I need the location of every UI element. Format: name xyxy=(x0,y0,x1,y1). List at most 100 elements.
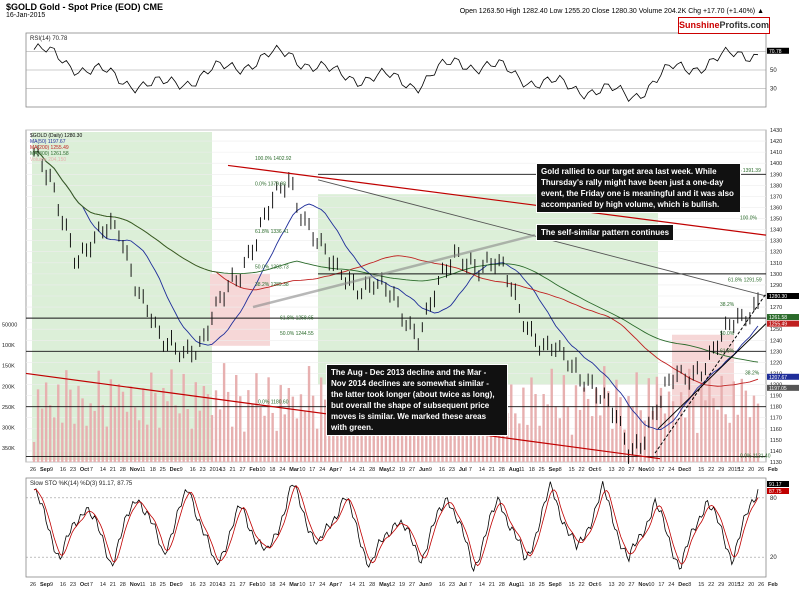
volume-bar-50 xyxy=(235,374,238,462)
annotation-target-area: Gold rallied to our target area last wee… xyxy=(536,163,741,213)
sto-x-label-34: 28 xyxy=(369,582,375,588)
sto-x-label-8: 21 xyxy=(110,582,116,588)
price-y-tick-28: 1410 xyxy=(770,150,782,156)
volume-bar-143 xyxy=(611,428,614,462)
volume-bar-67 xyxy=(303,411,307,462)
sto-x-label-53: 8 xyxy=(559,582,562,588)
volume-bar-13 xyxy=(85,425,88,462)
volume-bar-28 xyxy=(146,424,149,462)
sto-x-label-37: 19 xyxy=(399,582,405,588)
volume-bar-122 xyxy=(526,424,529,462)
price-x-label-74: Feb xyxy=(768,467,778,473)
volume-bar-42 xyxy=(202,385,206,462)
sunshine-profits-logo: SunshineProfits.com xyxy=(678,17,770,34)
volume-tick-2: 250K xyxy=(2,405,15,411)
sto-x-label-15: 9 xyxy=(180,582,183,588)
sto-x-label-11: 11 xyxy=(140,582,146,588)
volume-bar-12 xyxy=(81,398,84,462)
volume-bar-21 xyxy=(117,383,121,462)
volume-bar-86 xyxy=(380,421,384,462)
price-x-label-49: 11 xyxy=(519,467,525,473)
volume-bar-24 xyxy=(129,386,133,462)
volume-bar-121 xyxy=(522,387,525,462)
fib-label-7: 0.0% 1180.60 xyxy=(258,399,289,405)
fib-label-12: 38.2% xyxy=(720,302,735,308)
price-x-label-13: 25 xyxy=(160,467,166,473)
sto-x-label-65: Dec xyxy=(678,582,688,588)
volume-bar-11 xyxy=(77,385,80,462)
price-y-tick-29: 1420 xyxy=(770,139,782,145)
sto-x-label-48: Aug xyxy=(509,582,520,588)
price-y-tick-23: 1360 xyxy=(770,205,782,211)
volume-bar-118 xyxy=(510,384,513,462)
sto-x-label-12: 18 xyxy=(150,582,156,588)
price-x-label-48: Aug xyxy=(509,467,520,473)
volume-bar-99 xyxy=(433,420,436,462)
price-x-label-2: 9 xyxy=(50,467,53,473)
volume-bar-25 xyxy=(133,407,137,462)
sto-x-label-23: 10 xyxy=(259,582,265,588)
price-x-label-15: 9 xyxy=(180,467,183,473)
volume-bar-35 xyxy=(174,405,177,462)
volume-bar-142 xyxy=(607,391,610,462)
volume-bar-29 xyxy=(150,372,153,462)
volume-bar-39 xyxy=(190,428,193,462)
logo-part-2: Profits.com xyxy=(719,20,770,30)
volume-bar-149 xyxy=(635,372,638,462)
sto-x-label-70: 2015 xyxy=(728,582,740,588)
sto-x-label-21: 27 xyxy=(239,582,245,588)
volume-bar-47 xyxy=(222,363,226,462)
price-x-label-72: 20 xyxy=(748,467,754,473)
volume-bar-23 xyxy=(125,411,129,462)
sto-x-label-32: 14 xyxy=(349,582,355,588)
price-y-tick-2: 1150 xyxy=(770,438,782,444)
sto-legend: Slow STO %K(14) %D(3) 91.17, 87.75 xyxy=(30,481,133,487)
sto-x-label-31: 7 xyxy=(339,582,342,588)
rsi-legend: RSI(14) 70.78 xyxy=(30,36,68,42)
volume-bar-96 xyxy=(421,410,424,462)
red-trendline-top xyxy=(227,164,767,236)
price-x-label-11: 11 xyxy=(140,467,146,473)
price-y-tick-24: 1370 xyxy=(770,194,782,200)
price-bars xyxy=(33,145,759,464)
price-y-tick-14: 1270 xyxy=(770,305,782,311)
annotation-declines: The Aug - Dec 2013 decline and the Mar -… xyxy=(326,364,508,436)
price-y-tick-6: 1190 xyxy=(770,394,782,400)
volume-bar-88 xyxy=(388,413,392,462)
volume-bar-148 xyxy=(631,407,634,462)
volume-bar-66 xyxy=(299,394,303,462)
sto-x-label-10: Nov xyxy=(130,582,141,588)
volume-bar-123 xyxy=(530,377,533,462)
sto-x-label-30: Apr xyxy=(329,582,339,588)
price-x-label-62: 10 xyxy=(648,467,654,473)
sto-k-line xyxy=(33,481,759,573)
volume-bar-138 xyxy=(590,416,594,462)
sto-x-label-56: Oct xyxy=(589,582,598,588)
volume-tick-4: 150K xyxy=(2,364,15,370)
sto-x-label-26: Mar xyxy=(289,582,300,588)
sto-x-label-73: 26 xyxy=(758,582,764,588)
volume-bars xyxy=(32,363,760,462)
fib-label-10: 61.8% 1291.59 xyxy=(728,278,762,284)
sto-d-line xyxy=(33,485,759,567)
price-x-label-22: Feb xyxy=(249,467,259,473)
sto-x-label-41: 16 xyxy=(439,582,445,588)
price-last-label-0: 1280.30 xyxy=(769,294,787,300)
sto-x-label-72: 20 xyxy=(748,582,754,588)
volume-bar-167 xyxy=(708,373,711,462)
volume-bar-52 xyxy=(243,431,246,462)
price-y-tick-25: 1380 xyxy=(770,183,782,189)
price-y-tick-1: 1140 xyxy=(770,449,782,455)
price-y-tick-20: 1330 xyxy=(770,239,782,245)
sto-last-label-0: 91.17 xyxy=(769,482,782,488)
price-x-label-57: 6 xyxy=(598,467,601,473)
volume-bar-57 xyxy=(263,415,266,462)
sto-x-label-20: 21 xyxy=(229,582,235,588)
sto-x-label-22: Feb xyxy=(249,582,259,588)
volume-bar-128 xyxy=(550,368,553,462)
price-x-label-68: 22 xyxy=(708,467,714,473)
volume-bar-147 xyxy=(627,396,630,462)
price-x-label-33: 21 xyxy=(359,467,365,473)
volume-bar-18 xyxy=(105,426,109,462)
price-x-label-47: 28 xyxy=(499,467,505,473)
